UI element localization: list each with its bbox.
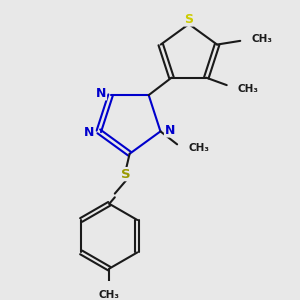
Text: N: N — [96, 87, 106, 100]
Text: S: S — [121, 168, 131, 181]
Text: CH₃: CH₃ — [251, 34, 272, 44]
Text: N: N — [84, 126, 95, 139]
Text: CH₃: CH₃ — [188, 143, 209, 153]
Text: N: N — [164, 124, 175, 137]
Text: S: S — [184, 13, 194, 26]
Text: CH₃: CH₃ — [99, 290, 120, 300]
Text: CH₃: CH₃ — [238, 84, 259, 94]
